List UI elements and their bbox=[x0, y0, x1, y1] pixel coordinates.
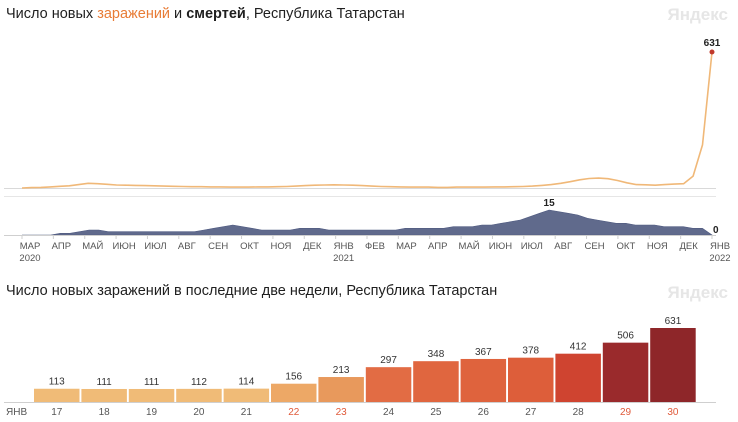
month-tick-label: ЯНВ bbox=[334, 241, 354, 252]
bar-value-label: 367 bbox=[475, 347, 492, 358]
deaths-series-area bbox=[22, 209, 713, 236]
deaths-last-label: 0 bbox=[713, 225, 719, 236]
title-deaths-highlight: смертей bbox=[186, 6, 246, 22]
bar-day-label: 22 bbox=[288, 407, 300, 418]
timeline-x-axis: МАР АПР МАЙ ИЮН ИЮЛ АВГ СЕН ОКТ НОЯ ДЕК ЯНВ ФЕВ МАР А… bbox=[19, 235, 731, 264]
bar-day-label: 23 bbox=[336, 407, 348, 418]
deaths-peak-label: 15 bbox=[544, 198, 556, 209]
bar-day-label: 17 bbox=[51, 407, 63, 418]
bar-day bbox=[413, 361, 459, 402]
bar-value-label: 112 bbox=[191, 377, 207, 388]
month-tick-label: ЯНВ bbox=[710, 241, 730, 252]
month-tick-label: СЕН bbox=[208, 241, 228, 252]
bar-day bbox=[650, 328, 696, 402]
title-cases-highlight: заражений bbox=[97, 6, 171, 22]
month-tick-label: МАЙ bbox=[459, 240, 480, 252]
bar-day bbox=[555, 353, 601, 402]
year-label: 2020 bbox=[19, 253, 40, 264]
year-label: 2022 bbox=[709, 253, 730, 264]
bar-day bbox=[318, 377, 364, 402]
bar-day-label: 27 bbox=[525, 407, 537, 418]
bar-day-label: 20 bbox=[193, 407, 205, 418]
bar-day-label: 30 bbox=[667, 407, 679, 418]
two-week-bar-chart: 113 17 111 18 111 19 112 20 114 21 156 22 213 23 297 24… bbox=[4, 316, 716, 418]
bar-day bbox=[81, 388, 127, 402]
yandex-watermark-bottom: Яндекс bbox=[667, 283, 728, 302]
bar-value-label: 348 bbox=[428, 349, 445, 360]
cases-series-line bbox=[21, 51, 713, 189]
bar-value-label: 297 bbox=[380, 355, 397, 366]
bar-day bbox=[128, 388, 175, 402]
month-tick-label: МАЙ bbox=[82, 240, 103, 252]
month-tick-label: ФЕВ bbox=[365, 241, 385, 252]
cases-max-label: 631 bbox=[704, 38, 721, 49]
bar-day bbox=[34, 388, 80, 402]
bar-value-label: 631 bbox=[665, 316, 682, 327]
cases-line-chart: 631 bbox=[4, 38, 721, 189]
month-tick-label: ОКТ bbox=[240, 241, 259, 252]
month-tick-label: ДЕК bbox=[679, 241, 698, 252]
bar-day-label: 21 bbox=[241, 407, 253, 418]
bar-value-label: 506 bbox=[617, 331, 634, 342]
month-tick-label: ИЮН bbox=[489, 241, 512, 252]
month-tick-label: АПР bbox=[428, 241, 447, 252]
bar-day bbox=[176, 388, 222, 402]
bar-value-label: 156 bbox=[285, 372, 302, 383]
bar-value-label: 378 bbox=[522, 346, 539, 357]
main-chart-title: Число новых заражений и смертей, Республ… bbox=[6, 6, 405, 22]
bar-day bbox=[271, 383, 317, 402]
bar-day-label: 19 bbox=[146, 407, 158, 418]
month-tick-label: ОКТ bbox=[617, 241, 636, 252]
bar-day-label: 25 bbox=[430, 407, 442, 418]
bar-value-label: 111 bbox=[144, 377, 160, 388]
deaths-area-chart: 15 0 bbox=[4, 196, 719, 236]
bar-value-label: 111 bbox=[97, 377, 113, 388]
bars-month-label: ЯНВ bbox=[6, 407, 27, 418]
month-tick-label: НОЯ bbox=[270, 241, 291, 252]
bar-day bbox=[602, 342, 649, 402]
yandex-watermark-top: Яндекс bbox=[667, 5, 728, 24]
bar-day-label: 29 bbox=[620, 407, 632, 418]
month-tick-label: ИЮЛ bbox=[144, 241, 166, 252]
bar-day-label: 28 bbox=[573, 407, 585, 418]
month-tick-label: ИЮЛ bbox=[521, 241, 543, 252]
bar-day-label: 24 bbox=[383, 407, 395, 418]
bar-day bbox=[365, 367, 412, 402]
cases-max-marker bbox=[709, 49, 715, 55]
bar-day bbox=[460, 358, 507, 402]
title-prefix: Число новых bbox=[6, 6, 98, 22]
month-tick-label: ДЕК bbox=[303, 241, 322, 252]
month-tick-label: МАР bbox=[396, 241, 417, 252]
bar-value-label: 113 bbox=[49, 377, 65, 388]
bottom-chart-title: Число новых заражений в последние две не… bbox=[6, 283, 498, 299]
bar-value-label: 412 bbox=[570, 342, 587, 353]
month-tick-label: МАР bbox=[20, 241, 41, 252]
bar-value-label: 213 bbox=[333, 365, 350, 376]
month-tick-label: ИЮН bbox=[112, 241, 135, 252]
bar-value-label: 114 bbox=[238, 377, 254, 388]
title-suffix: , Республика Татарстан bbox=[245, 6, 405, 22]
month-tick-label: СЕН bbox=[585, 241, 605, 252]
bar-day-label: 26 bbox=[478, 407, 490, 418]
month-tick-label: АВГ bbox=[554, 241, 572, 252]
title-and: и bbox=[170, 6, 187, 22]
bar-day-label: 18 bbox=[99, 407, 111, 418]
year-label: 2021 bbox=[333, 253, 354, 264]
month-tick-label: АВГ bbox=[178, 241, 196, 252]
month-tick-label: НОЯ bbox=[647, 241, 668, 252]
bar-day bbox=[508, 357, 554, 402]
month-tick-label: АПР bbox=[52, 241, 71, 252]
bar-day bbox=[223, 388, 270, 402]
